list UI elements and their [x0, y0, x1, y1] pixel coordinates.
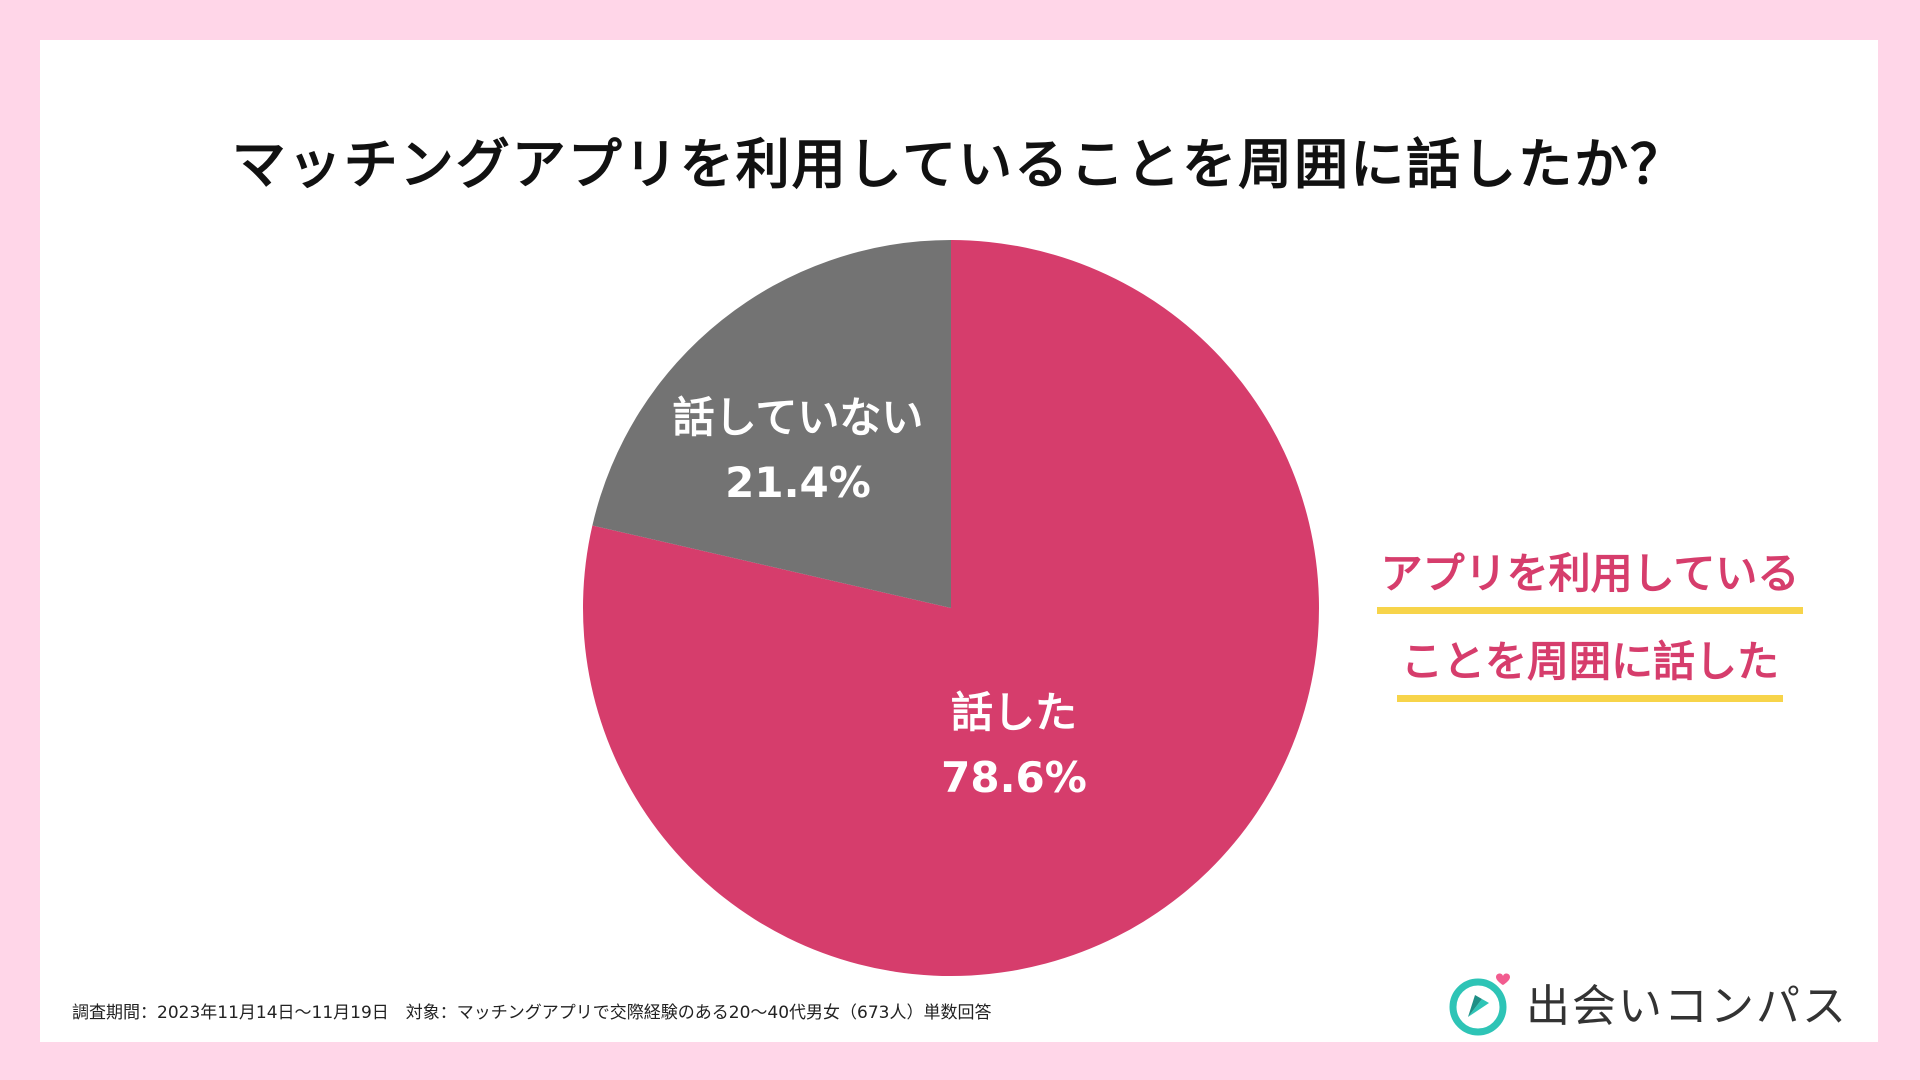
- slice-label-not-told-value: 21.4%: [725, 458, 871, 508]
- slice-label-told: 話した 78.6%: [834, 680, 1194, 810]
- brand-name: 出会いコンパス: [1526, 981, 1848, 1032]
- chart-card: マッチングアプリを利用していることを周囲に話したか？ 話していない 21.4% …: [40, 40, 1878, 1042]
- callout-line-2: ことを周囲に話した: [1396, 628, 1783, 702]
- slice-label-not-told: 話していない 21.4%: [618, 385, 978, 515]
- pie-slice-1: [592, 240, 951, 608]
- chart-title: マッチングアプリを利用していることを周囲に話したか？: [231, 133, 1687, 196]
- slice-label-not-told-text: 話していない: [672, 393, 924, 442]
- pie-slice-0: [582, 240, 1319, 976]
- compass-heart-icon: [1449, 973, 1510, 1036]
- callout-annotation: アプリを利用している ことを周囲に話した: [1340, 540, 1840, 716]
- pie-chart: [582, 240, 1319, 976]
- slice-label-told-text: 話した: [950, 688, 1077, 737]
- callout-line-1: アプリを利用している: [1376, 540, 1804, 614]
- slice-label-told-value: 78.6%: [941, 753, 1087, 803]
- survey-footnote: 調査期間：2023年11月14日〜11月19日 対象：マッチングアプリで交際経験…: [72, 1003, 992, 1023]
- brand-logo: 出会いコンパス: [1444, 962, 1848, 1042]
